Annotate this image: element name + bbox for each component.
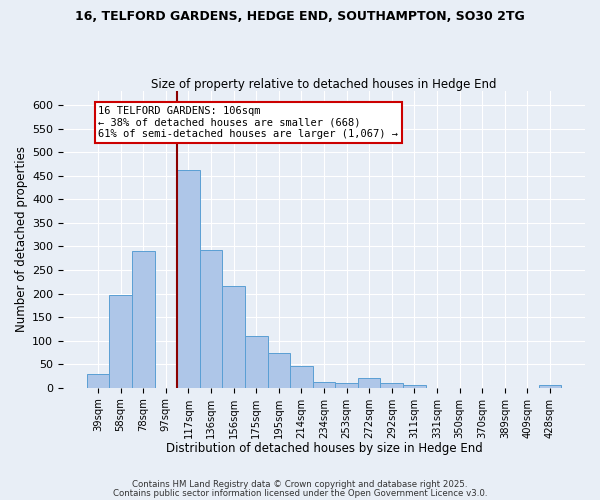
- X-axis label: Distribution of detached houses by size in Hedge End: Distribution of detached houses by size …: [166, 442, 482, 455]
- Bar: [403, 386, 425, 388]
- Bar: [200, 250, 223, 388]
- Bar: [380, 384, 403, 388]
- Bar: [335, 383, 358, 388]
- Bar: [313, 382, 335, 388]
- Text: Contains public sector information licensed under the Open Government Licence v3: Contains public sector information licen…: [113, 488, 487, 498]
- Bar: [109, 295, 132, 388]
- Text: 16, TELFORD GARDENS, HEDGE END, SOUTHAMPTON, SO30 2TG: 16, TELFORD GARDENS, HEDGE END, SOUTHAMP…: [75, 10, 525, 23]
- Bar: [87, 374, 109, 388]
- Bar: [290, 366, 313, 388]
- Bar: [132, 251, 155, 388]
- Bar: [539, 386, 561, 388]
- Bar: [177, 170, 200, 388]
- Text: 16 TELFORD GARDENS: 106sqm
← 38% of detached houses are smaller (668)
61% of sem: 16 TELFORD GARDENS: 106sqm ← 38% of deta…: [98, 106, 398, 140]
- Title: Size of property relative to detached houses in Hedge End: Size of property relative to detached ho…: [151, 78, 497, 91]
- Bar: [268, 353, 290, 388]
- Y-axis label: Number of detached properties: Number of detached properties: [15, 146, 28, 332]
- Bar: [223, 286, 245, 388]
- Bar: [245, 336, 268, 388]
- Text: Contains HM Land Registry data © Crown copyright and database right 2025.: Contains HM Land Registry data © Crown c…: [132, 480, 468, 489]
- Bar: [358, 378, 380, 388]
